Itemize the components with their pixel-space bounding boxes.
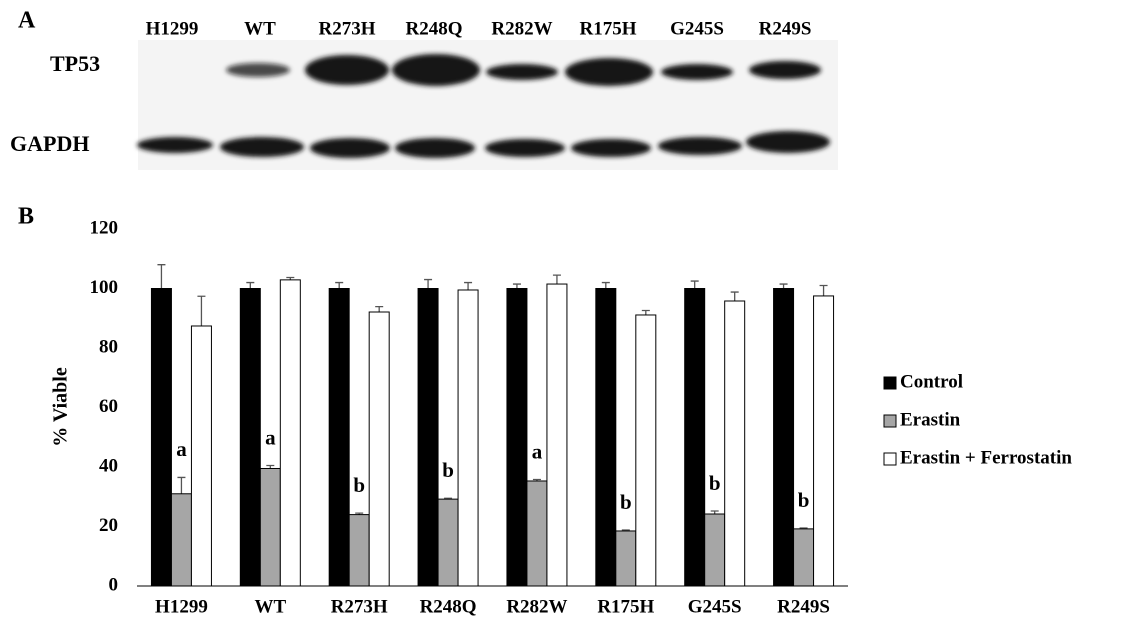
lane-label: WT <box>244 18 276 39</box>
x-tick-label: WT <box>254 596 286 617</box>
error-bar <box>246 283 254 289</box>
y-tick-label: 20 <box>99 515 118 536</box>
annotation: b <box>353 473 365 497</box>
error-bar <box>513 284 521 288</box>
legend-label: Erastin + Ferrostatin <box>900 447 1072 468</box>
bar <box>260 468 280 586</box>
bar <box>369 312 389 586</box>
x-tick-label: R175H <box>597 596 654 617</box>
bar <box>191 326 211 586</box>
annotation: b <box>442 458 454 482</box>
legend-label: Erastin <box>900 409 961 430</box>
error-bar <box>177 477 185 493</box>
bar <box>636 315 656 586</box>
bar <box>685 289 705 587</box>
lane-label: H1299 <box>146 18 199 39</box>
lane-label: R249S <box>759 18 812 39</box>
lane-label: R248Q <box>406 18 463 39</box>
blot-row-label: GAPDH <box>10 131 89 156</box>
annotation: b <box>798 488 810 512</box>
x-tick-label: R273H <box>331 596 388 617</box>
bar <box>547 284 567 586</box>
lane-label: R175H <box>580 18 637 39</box>
x-tick-label: G245S <box>688 596 742 617</box>
y-tick-label: 80 <box>99 336 118 357</box>
annotation: a <box>532 439 543 463</box>
bar <box>725 301 745 586</box>
y-tick-label: 40 <box>99 455 118 476</box>
legend-label: Control <box>900 371 963 392</box>
error-bar <box>553 275 561 284</box>
bar <box>507 289 527 587</box>
x-tick-label: R248Q <box>420 596 477 617</box>
error-bar <box>731 292 739 301</box>
legend-swatch <box>884 377 896 389</box>
bar <box>774 289 794 587</box>
error-bar <box>691 281 699 288</box>
y-axis-label: % Viable <box>50 367 72 447</box>
error-bar <box>335 283 343 289</box>
bar <box>705 514 725 586</box>
panel-label: A <box>18 8 36 34</box>
error-bar <box>157 265 165 289</box>
annotation: b <box>709 471 721 495</box>
error-bar <box>820 286 828 296</box>
bar <box>527 481 547 586</box>
legend-swatch <box>884 453 896 465</box>
bar <box>171 494 191 586</box>
bar <box>151 289 171 587</box>
bar <box>814 296 834 586</box>
error-bar <box>424 280 432 289</box>
x-tick-label: R282W <box>506 596 567 617</box>
annotation: a <box>265 425 276 449</box>
bar <box>280 280 300 586</box>
y-tick-label: 60 <box>99 396 118 417</box>
error-bar <box>780 284 788 288</box>
x-tick-label: R249S <box>777 596 830 617</box>
bar <box>329 289 349 587</box>
error-bar <box>642 311 650 315</box>
error-bar <box>464 283 472 290</box>
error-bar <box>197 296 205 326</box>
error-bar <box>375 307 383 312</box>
figure: A TP53 GAPDH B % Viable H1299 WT R273H R248… <box>0 0 1121 626</box>
annotation: a <box>176 437 187 461</box>
panel-label: B <box>18 204 34 230</box>
bar <box>616 531 636 586</box>
blot-row-label: TP53 <box>50 51 100 76</box>
lane-label: R273H <box>319 18 376 39</box>
bar <box>596 289 616 587</box>
y-tick-label: 120 <box>90 217 119 238</box>
lane-label: R282W <box>491 18 552 39</box>
error-bar <box>602 283 610 289</box>
lane-label: G245S <box>670 18 724 39</box>
bar <box>240 289 260 587</box>
y-tick-label: 0 <box>109 574 119 595</box>
legend-swatch <box>884 415 896 427</box>
annotation: b <box>620 490 632 514</box>
bar <box>418 289 438 587</box>
bar <box>349 515 369 586</box>
bar <box>438 499 458 586</box>
y-tick-label: 100 <box>90 277 119 298</box>
bar <box>458 290 478 586</box>
bar <box>794 529 814 586</box>
x-tick-label: H1299 <box>155 596 208 617</box>
